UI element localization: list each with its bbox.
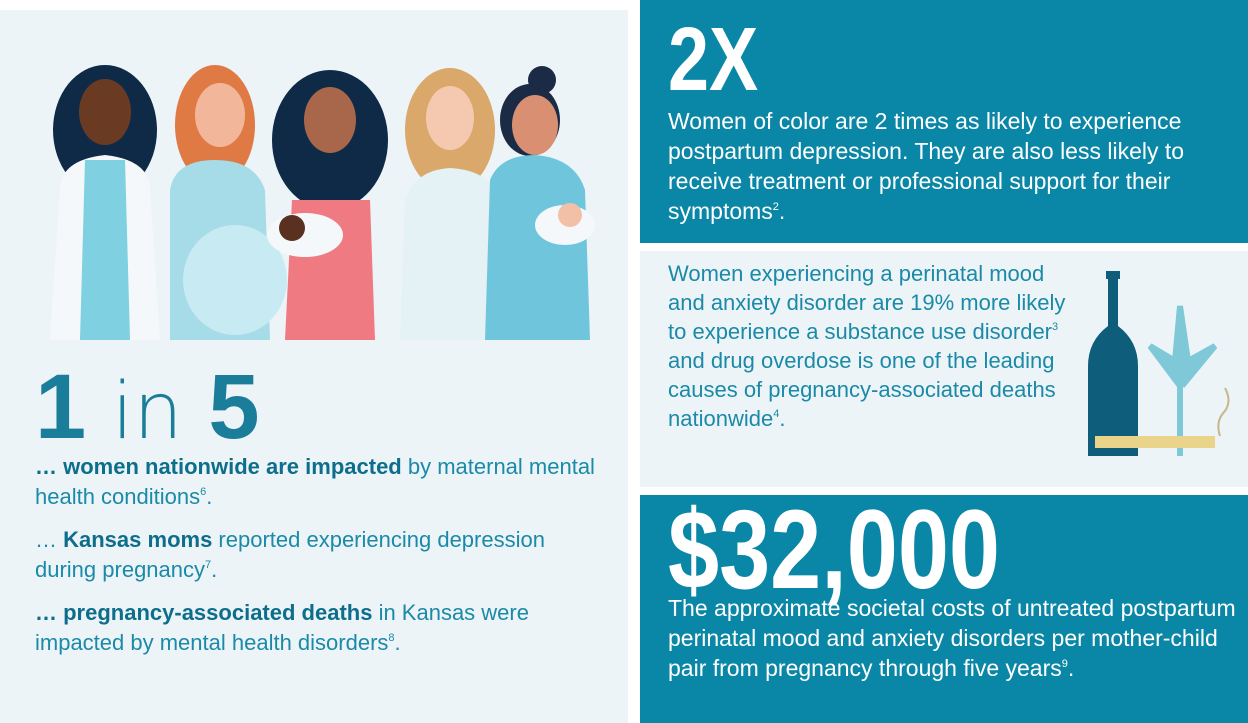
fact-end: .	[395, 630, 401, 655]
fact-lead: …	[35, 527, 63, 552]
text: The approximate societal costs of untrea…	[668, 595, 1236, 681]
substance-icon	[1070, 266, 1240, 476]
text-end: .	[779, 198, 785, 224]
page: 1 in 5 … women nationwide are impacted b…	[0, 0, 1248, 723]
women-illustration	[30, 50, 610, 350]
top-text: Women of color are 2 times as likely to …	[668, 106, 1198, 226]
footnote: 3	[1052, 321, 1058, 333]
fact-bold: Kansas moms	[63, 527, 212, 552]
stat-one-in-five: 1 in 5	[35, 355, 260, 460]
fact-item: … Kansas moms reported experiencing depr…	[35, 525, 595, 585]
stat-number: 2X	[668, 12, 758, 108]
middle-text: Women experiencing a perinatal mood and …	[668, 259, 1073, 433]
stat-number: 1	[35, 356, 86, 458]
text: and drug overdose is one of the leading …	[668, 348, 1056, 431]
text-end: .	[779, 406, 785, 431]
left-panel: 1 in 5 … women nationwide are impacted b…	[0, 10, 628, 723]
bottom-text: The approximate societal costs of untrea…	[668, 593, 1243, 683]
stat-number: 5	[208, 356, 259, 458]
fact-item: … women nationwide are impacted by mater…	[35, 452, 595, 512]
top-box: 2X Women of color are 2 times as likely …	[640, 0, 1248, 243]
text-end: .	[1068, 655, 1074, 681]
fact-bold: … pregnancy-associated deaths	[35, 600, 372, 625]
middle-box: Women experiencing a perinatal mood and …	[640, 251, 1248, 487]
fact-item: … pregnancy-associated deaths in Kansas …	[35, 598, 595, 658]
fact-end: .	[211, 557, 217, 582]
fact-end: .	[206, 484, 212, 509]
bottom-box: $32,000 The approximate societal costs o…	[640, 495, 1248, 723]
text: Women of color are 2 times as likely to …	[668, 108, 1184, 224]
stat-word: in	[112, 367, 183, 457]
stat-number: $32,000	[668, 495, 1000, 605]
text: Women experiencing a perinatal mood and …	[668, 261, 1065, 344]
fact-bold: … women nationwide are impacted	[35, 454, 402, 479]
